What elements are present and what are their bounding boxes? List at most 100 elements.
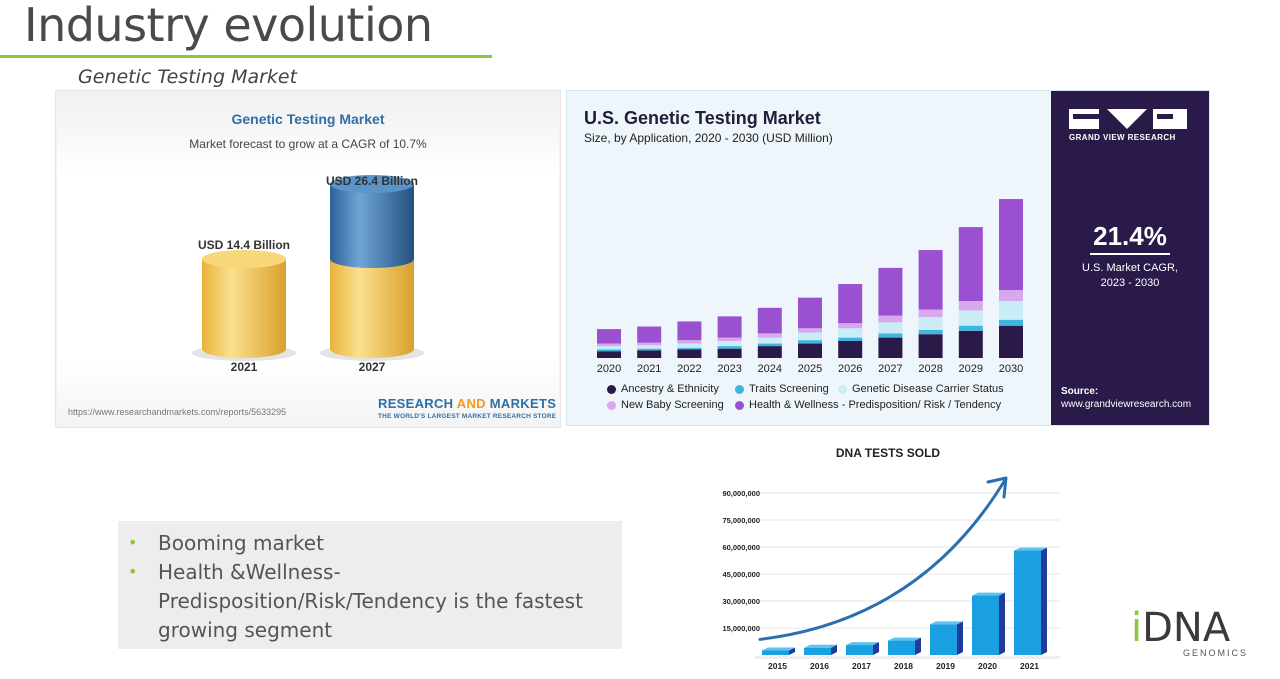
legend-item-newborn: New Baby Screening xyxy=(607,399,724,411)
source-link[interactable]: www.grandviewresearch.com xyxy=(1061,399,1192,410)
gvr-chart-title: U.S. Genetic Testing Market xyxy=(584,108,821,128)
bar-top-2016 xyxy=(804,644,837,648)
research-markets-panel: Genetic Testing Market Market forecast t… xyxy=(55,90,561,428)
legend-label: New Baby Screening xyxy=(621,399,724,411)
cagr-value: 21.4% xyxy=(1093,221,1167,251)
trend-arrow-head xyxy=(986,476,1008,499)
rm-cylinder-chart xyxy=(192,175,424,361)
bar-2023-series-3 xyxy=(717,337,742,341)
bar-2021-series-1 xyxy=(637,348,662,351)
logo-word-research: RESEARCH xyxy=(378,396,457,411)
logo-letter-i: i xyxy=(1131,605,1143,651)
legend-label: Traits Screening xyxy=(749,383,829,395)
x-tick-2027: 2027 xyxy=(878,363,902,375)
bar-2025-series-2 xyxy=(798,332,822,341)
legend-label: Genetic Disease Carrier Status xyxy=(852,383,1004,395)
bullet-marker: • xyxy=(128,533,138,552)
x-tick-2026: 2026 xyxy=(838,363,862,375)
bar-2026-series-4 xyxy=(838,284,863,324)
bar-side-2015 xyxy=(789,647,795,655)
category-label-2027: 2027 xyxy=(358,360,386,374)
x-tick-2018: 2018 xyxy=(894,661,913,671)
bar-2024-series-0 xyxy=(757,346,782,358)
slide-subtitle: Genetic Testing Market xyxy=(78,66,298,88)
bar-2021-series-0 xyxy=(637,350,662,358)
bar-top-2017 xyxy=(846,642,879,646)
bar-2021-body xyxy=(202,259,286,349)
x-tick-2019: 2019 xyxy=(936,661,955,671)
y-tick-label: 75,000,000 xyxy=(722,516,760,525)
bar-top-2020 xyxy=(972,592,1005,596)
bar-2020-series-2 xyxy=(597,346,621,350)
bar-2021-series-2 xyxy=(637,345,662,349)
bar-2020 xyxy=(972,595,999,655)
x-tick-2030: 2030 xyxy=(999,363,1023,375)
cagr-divider xyxy=(1090,253,1170,255)
bar-2022-series-1 xyxy=(677,347,702,350)
bar-side-2020 xyxy=(999,592,1005,655)
bar-2021 xyxy=(1014,550,1041,655)
x-tick-2016: 2016 xyxy=(810,661,829,671)
bar-top-2015 xyxy=(762,647,795,651)
bar-2026-series-0 xyxy=(838,341,863,358)
bar-side-2019 xyxy=(957,621,963,655)
y-tick-label: 15,000,000 xyxy=(722,624,760,633)
cagr-label: U.S. Market CAGR, 2023 - 2030 xyxy=(1051,261,1209,291)
bar-2020-series-1 xyxy=(597,349,621,352)
bar-2028-series-2 xyxy=(918,317,943,330)
x-tick-2017: 2017 xyxy=(852,661,871,671)
bar-2024-series-4 xyxy=(757,307,782,334)
bar-2030-series-4 xyxy=(999,199,1023,290)
grand-view-logo-icon xyxy=(1069,109,1187,129)
x-tick-2020: 2020 xyxy=(978,661,997,671)
y-tick-label: 60,000,000 xyxy=(722,543,760,552)
bar-2018 xyxy=(888,640,915,655)
bar-2024-series-1 xyxy=(757,343,782,347)
gvr-stacked-bar-chart: 2020 2021 2022 2023 2024 2025 2026 2027 2028 2029… xyxy=(597,199,1023,375)
legend-item-ancestry: Ancestry & Ethnicity xyxy=(607,383,719,395)
bar-2030-series-3 xyxy=(999,290,1023,302)
bar-2027-growth-body xyxy=(330,184,414,259)
bar-2026-series-1 xyxy=(838,337,863,341)
logo-word-and: AND xyxy=(456,396,486,411)
bar-2020-series-3 xyxy=(597,343,621,347)
y-tick-label: 30,000,000 xyxy=(722,597,760,606)
bar-2027-series-3 xyxy=(878,315,903,323)
bar-2029-series-2 xyxy=(958,310,983,326)
bar-2026-series-2 xyxy=(838,328,863,338)
cylinder-2021 xyxy=(202,250,286,358)
bar-2030-series-2 xyxy=(999,301,1023,320)
bar-2029-series-0 xyxy=(958,330,983,358)
legend-swatch xyxy=(607,384,616,394)
x-tick-2029: 2029 xyxy=(959,363,983,375)
bar-2017 xyxy=(846,645,873,655)
bar-2020-series-4 xyxy=(597,329,621,344)
legend-label: Health & Wellness - Predisposition/ Risk… xyxy=(749,399,1002,411)
bullet-marker: • xyxy=(128,562,138,581)
x-tick-2024: 2024 xyxy=(758,363,782,375)
dna-tests-bar-chart: 15,000,000 30,000,000 45,000,000 60,000,000… xyxy=(722,476,1060,671)
cagr-label-line2: 2023 - 2030 xyxy=(1100,277,1160,289)
bar-2027-growth-bottom xyxy=(330,250,414,268)
bar-top-2021 xyxy=(1014,547,1047,551)
legend-swatch xyxy=(838,384,847,394)
x-tick-2020: 2020 xyxy=(597,363,621,375)
y-tick-label: 90,000,000 xyxy=(722,489,760,498)
slide-title: Industry evolution xyxy=(24,0,433,52)
research-markets-background xyxy=(57,92,559,426)
bar-2030-series-1 xyxy=(999,319,1023,326)
bar-2019 xyxy=(930,624,957,655)
logo-word-dna: DNA xyxy=(1142,605,1231,651)
bar-2021-series-3 xyxy=(637,342,662,346)
legend-swatch xyxy=(735,384,744,394)
rm-chart-subtitle: Market forecast to grow at a CAGR of 10.… xyxy=(189,137,427,151)
bar-2025-series-3 xyxy=(798,328,822,333)
x-tick-2021: 2021 xyxy=(1020,661,1039,671)
source-label: Source: xyxy=(1061,386,1099,397)
bar-2027-series-4 xyxy=(878,267,903,316)
grand-view-panel: U.S. Genetic Testing Market Size, by App… xyxy=(566,90,1210,426)
bar-2015 xyxy=(762,650,789,655)
x-tick-2023: 2023 xyxy=(717,363,741,375)
bar-side-2016 xyxy=(831,644,837,655)
bar-2029-series-3 xyxy=(958,301,983,311)
